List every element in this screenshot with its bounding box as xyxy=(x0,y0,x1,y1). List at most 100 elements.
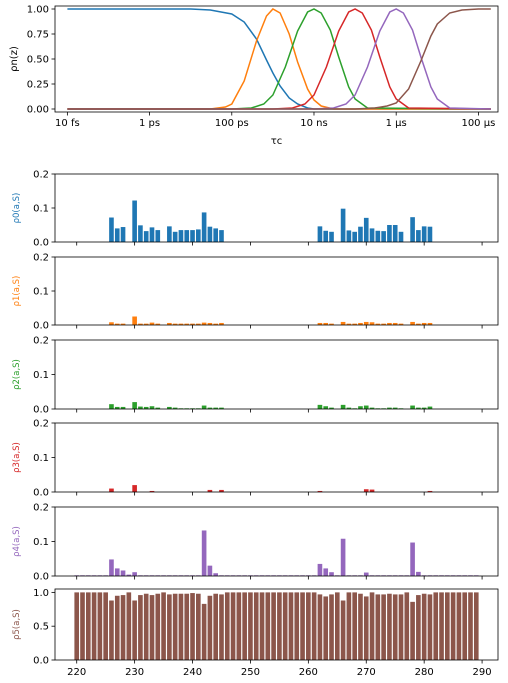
bar xyxy=(387,225,392,242)
bar xyxy=(91,592,97,660)
bar xyxy=(155,593,161,660)
x-tick-label: 10 fs xyxy=(55,118,80,129)
y-tick-label: 0.2 xyxy=(33,336,49,347)
bar xyxy=(346,407,352,409)
bar xyxy=(219,489,224,492)
bar xyxy=(416,571,421,576)
bar xyxy=(85,592,91,660)
bar xyxy=(132,200,137,242)
bar xyxy=(317,594,323,660)
bar xyxy=(207,489,213,492)
bar xyxy=(445,592,450,660)
bar xyxy=(138,323,143,325)
bar xyxy=(381,231,386,242)
bar-panel-1: 0.0 0.1 0.2 ρ1(a,S) xyxy=(12,253,499,332)
bar xyxy=(369,489,375,492)
y-tick-label: 0.75 xyxy=(27,30,49,41)
bar xyxy=(109,217,114,242)
bar xyxy=(149,490,155,492)
bar xyxy=(114,595,120,660)
bar xyxy=(410,321,415,325)
x-tick-label: 250 xyxy=(241,667,260,678)
bar xyxy=(398,594,404,660)
bar-panel-4: 0.0 0.1 0.2 ρ4(a,S) xyxy=(12,503,499,583)
bar xyxy=(288,592,294,660)
bar xyxy=(323,322,329,325)
panel-ylabel: ρ5(a,S) xyxy=(12,609,22,640)
bar xyxy=(416,407,421,409)
bar xyxy=(363,405,369,409)
bar xyxy=(201,530,207,576)
bar xyxy=(311,592,317,660)
bar xyxy=(80,592,85,660)
bar xyxy=(352,231,357,242)
bar xyxy=(143,593,149,660)
bar xyxy=(300,592,305,660)
bar xyxy=(352,323,357,325)
bar xyxy=(155,230,161,242)
bar xyxy=(421,407,427,409)
bar xyxy=(149,595,155,660)
x-axis-label: τc xyxy=(271,136,283,147)
series-line-2 xyxy=(67,8,491,110)
x-tick-label: 100 ps xyxy=(215,118,249,129)
bar xyxy=(161,592,166,660)
panel-frame xyxy=(54,256,499,326)
bar xyxy=(387,593,392,660)
bar xyxy=(421,322,427,325)
bar xyxy=(392,225,398,242)
y-tick-label: 0.1 xyxy=(33,537,49,548)
bar xyxy=(172,407,178,409)
y-tick-label: 0.0 xyxy=(33,488,49,499)
bar xyxy=(358,593,363,660)
bar xyxy=(109,559,114,576)
bar xyxy=(421,226,427,242)
y-tick-label: 0.2 xyxy=(33,253,49,264)
bar xyxy=(433,592,439,660)
bar xyxy=(410,405,415,409)
bar xyxy=(132,485,137,492)
bar xyxy=(143,406,149,409)
bar xyxy=(450,592,456,660)
x-tick-label: 1 ps xyxy=(139,118,160,129)
panel-ylabel: ρ1(a,S) xyxy=(12,276,22,307)
bar-panel-0: 0.0 0.1 0.2 ρ0(a,S) xyxy=(12,170,499,249)
y-tick-label: 0.0 xyxy=(33,238,49,249)
bar xyxy=(201,603,207,660)
bar xyxy=(143,231,149,242)
bar xyxy=(427,406,433,409)
bar xyxy=(120,570,126,576)
bar xyxy=(329,407,334,409)
bar xyxy=(392,594,398,660)
bar xyxy=(410,217,415,242)
bar xyxy=(375,230,381,242)
bar xyxy=(329,572,334,576)
bar xyxy=(358,406,363,409)
bar xyxy=(149,322,155,325)
bar xyxy=(201,212,207,242)
y-tick-label: 1.00 xyxy=(27,5,49,16)
bar xyxy=(346,592,352,660)
bar xyxy=(259,592,265,660)
bar xyxy=(114,568,120,576)
x-tick-label: 270 xyxy=(357,667,376,678)
bar xyxy=(340,404,346,409)
bar xyxy=(184,593,190,660)
bar xyxy=(334,592,340,660)
bar xyxy=(132,402,137,409)
bar xyxy=(224,592,230,660)
bar xyxy=(74,592,80,660)
bar xyxy=(416,230,421,242)
bar xyxy=(201,405,207,409)
y-tick-label: 0.1 xyxy=(33,370,49,381)
x-tick-label: 100 μs xyxy=(461,118,495,129)
bar xyxy=(416,595,421,660)
bar xyxy=(306,592,311,660)
bar xyxy=(253,592,259,660)
bar xyxy=(329,323,334,325)
bar-panel-3: 0.0 0.1 0.2 ρ3(a,S) xyxy=(12,419,499,499)
bar xyxy=(277,592,282,660)
bar xyxy=(427,490,433,492)
bar xyxy=(329,594,334,660)
